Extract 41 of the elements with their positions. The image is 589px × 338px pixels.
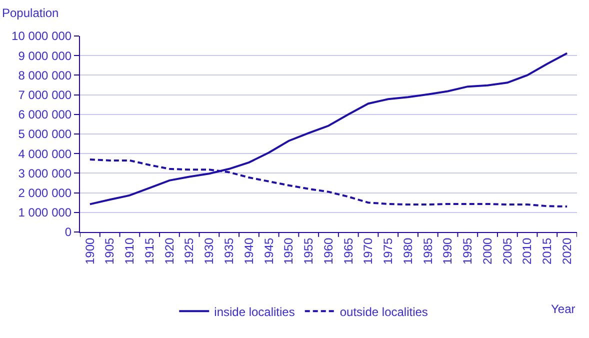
x-tick-label: 2005	[500, 237, 514, 265]
x-axis-title: Year	[551, 302, 576, 316]
y-tick-label: 0	[64, 225, 72, 240]
x-tick-label: 2010	[520, 237, 534, 265]
x-tick-label: 1970	[361, 237, 376, 265]
x-tick-label: 2015	[540, 237, 554, 265]
x-tick-label: 1955	[302, 237, 316, 265]
x-tick-label: 1920	[162, 237, 176, 265]
x-tick-label: 1985	[420, 237, 435, 265]
x-tick-label: 1900	[82, 237, 97, 265]
legend-label: inside localities	[214, 304, 295, 319]
x-tick-label: 1930	[202, 237, 216, 265]
y-tick-label: 8 000 000	[18, 68, 72, 82]
x-tick-label: 1910	[122, 237, 137, 265]
x-tick-label: 1990	[440, 237, 455, 265]
x-tick-label: 1995	[460, 237, 475, 265]
x-tick-label: 1935	[222, 237, 236, 265]
y-tick-label: 3 000 000	[18, 166, 72, 180]
y-tick-label: 9 000 000	[18, 48, 72, 63]
x-tick-label: 1925	[182, 237, 196, 265]
x-tick-label: 1960	[321, 237, 336, 265]
y-tick-label: 4 000 000	[18, 146, 72, 161]
line-series	[88, 52, 568, 206]
x-tick-label: 1980	[400, 237, 415, 265]
x-tick-label: 1915	[142, 237, 156, 265]
y-tick-label: 6 000 000	[18, 108, 72, 122]
x-tick-label: 1945	[262, 237, 276, 265]
x-tick-label: 2020	[560, 237, 574, 265]
legend-label: outside localities	[340, 304, 428, 319]
x-tick-label: 1905	[102, 237, 117, 265]
y-tick-label: 7 000 000	[18, 88, 72, 102]
x-tick-label: 1940	[242, 237, 256, 265]
x-tick-label: 1965	[341, 237, 356, 265]
x-tick-label: 1975	[381, 237, 396, 265]
x-tick-label: 1950	[282, 237, 296, 265]
y-tick-label: 10 000 000	[12, 29, 72, 44]
y-tick-label: 1 000 000	[18, 206, 72, 220]
y-tick-label: 2 000 000	[18, 186, 72, 200]
x-tick-label: 2000	[480, 237, 494, 265]
y-tick-label: 5 000 000	[18, 127, 72, 142]
y-axis-title: Population	[2, 6, 59, 20]
